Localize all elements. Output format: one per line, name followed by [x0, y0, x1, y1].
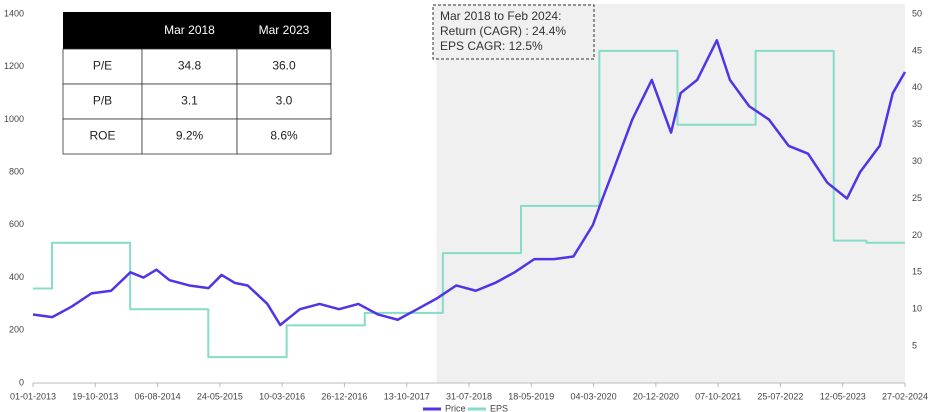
y-tick-label: 1000	[4, 114, 24, 124]
y2-tick-label: 35	[912, 119, 922, 129]
y-tick-label: 0	[19, 377, 24, 387]
table-cell	[141, 83, 238, 120]
table-header: Mar 2018	[164, 23, 215, 37]
legend-label: Price	[445, 403, 466, 412]
table-header: Mar 2023	[259, 23, 310, 37]
x-tick-label: 18-05-2019	[508, 391, 554, 401]
x-tick-label: 20-12-2020	[633, 391, 679, 401]
y-tick-label: 1200	[4, 61, 24, 71]
x-tick-label: 07-10-2021	[695, 391, 741, 401]
annotation-line: Return (CAGR) : 24.4%	[440, 24, 566, 38]
table-cell-text: 34.8	[178, 59, 202, 73]
y2-tick-label: 40	[912, 82, 922, 92]
legend-label: EPS	[490, 403, 508, 412]
table-cell-text: 36.0	[272, 59, 296, 73]
y-tick-label: 800	[9, 167, 24, 177]
table-cell-text: 8.6%	[270, 129, 298, 143]
table-header-bg	[63, 12, 331, 49]
y-tick-label: 600	[9, 219, 24, 229]
table: Mar 2018 Mar 2023 P/E 34.8 36.0 P/B 3.1 3.0 ROE 9…	[62, 12, 332, 155]
x-tick-label: 31-07-2018	[446, 391, 492, 401]
y2-tick-label: 15	[912, 267, 922, 277]
table-cell	[236, 48, 332, 85]
table-cell-text: ROE	[89, 129, 115, 143]
table-cell	[62, 118, 143, 155]
annotation-box	[432, 4, 595, 60]
y2-tick-label: 25	[912, 193, 922, 203]
table-cell-text: 9.2%	[176, 129, 204, 143]
y2-tick-label: 20	[912, 230, 922, 240]
y2-tick-label: 50	[912, 8, 922, 18]
y2-tick-label: 5	[912, 340, 917, 350]
x-tick-label: 19-10-2013	[72, 391, 118, 401]
y-tick-label: 1400	[4, 8, 24, 18]
x-tick-label: 13-10-2017	[384, 391, 430, 401]
x-tick-label: 24-05-2015	[197, 391, 243, 401]
x-tick-label: 10-03-2016	[259, 391, 305, 401]
annotation-line: Mar 2018 to Feb 2024:	[440, 9, 561, 23]
y-tick-label: 200	[9, 325, 24, 335]
series-line	[32, 39, 907, 327]
highlight-region	[436, 4, 905, 383]
table-cell-text: P/B	[93, 94, 112, 108]
x-tick-label: 01-01-2013	[10, 391, 56, 401]
y2-tick-label: 10	[912, 304, 922, 314]
series-line	[33, 49, 905, 359]
table-cell-text: 3.0	[276, 94, 293, 108]
x-tick-label: 25-07-2022	[757, 391, 803, 401]
annotation-line: EPS CAGR: 12.5%	[440, 39, 543, 53]
table-cell-text: 3.1	[181, 94, 198, 108]
y2-tick-label: 30	[912, 156, 922, 166]
y-tick-label: 400	[9, 272, 24, 282]
table-cell	[62, 48, 143, 85]
table-cell-text: P/E	[93, 59, 112, 73]
x-tick-label: 06-08-2014	[135, 391, 181, 401]
x-tick-label: 04-03-2020	[571, 391, 617, 401]
x-tick-label: 12-05-2023	[820, 391, 866, 401]
table-cell	[236, 118, 332, 155]
y2-tick-label: 45	[912, 45, 922, 55]
annotation: Mar 2018 to Feb 2024:Return (CAGR) : 24.…	[432, 4, 595, 60]
x-tick-label: 26-12-2016	[321, 391, 367, 401]
x-tick-label: 27-02-2024	[882, 391, 928, 401]
